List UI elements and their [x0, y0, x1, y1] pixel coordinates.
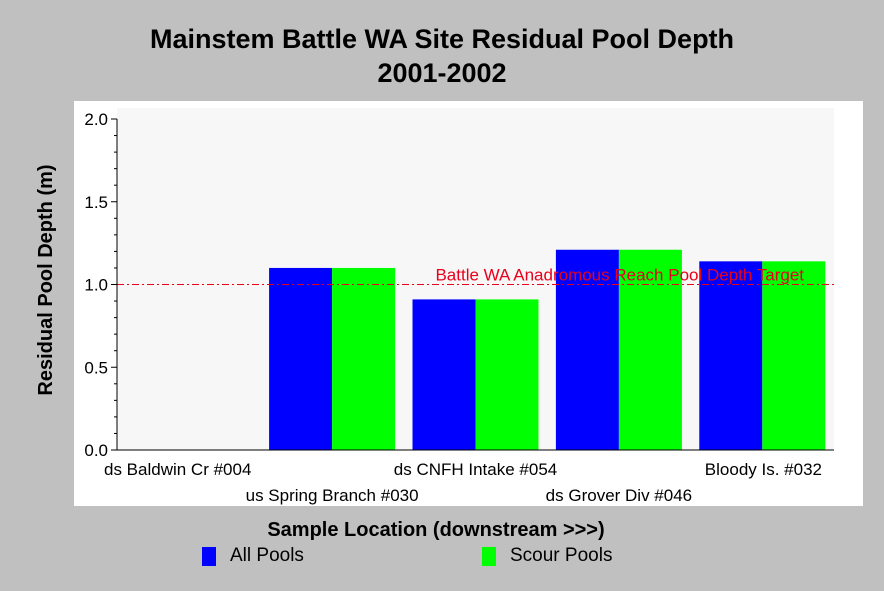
x-axis-label: Sample Location (downstream >>>) [267, 519, 604, 541]
bar-all-pools [555, 249, 619, 450]
legend-swatch [202, 547, 216, 566]
legend-swatch [482, 547, 496, 566]
bar-all-pools [412, 299, 476, 450]
y-tick-label: 0.0 [84, 441, 108, 460]
x-tick-label: ds Grover Div #046 [546, 486, 692, 505]
x-tick-label: ds Baldwin Cr #004 [104, 460, 251, 479]
x-tick-label: Bloody Is. #032 [705, 460, 822, 479]
legend-label: Scour Pools [510, 545, 613, 566]
chart-title: Mainstem Battle WA Site Residual Pool De… [149, 24, 735, 54]
chart-subtitle: 2001-2002 [377, 58, 507, 88]
y-tick-label: 1.0 [84, 276, 108, 295]
y-tick-label: 2.0 [84, 110, 108, 129]
bar-scour-pools [618, 249, 682, 450]
bar-all-pools [699, 261, 763, 450]
bar-scour-pools [475, 299, 539, 450]
y-tick-label: 1.5 [84, 193, 108, 212]
x-tick-label: us Spring Branch #030 [246, 486, 419, 505]
y-tick-label: 0.5 [84, 358, 108, 377]
target-reference-label: Battle WA Anadromous Reach Pool Depth Ta… [435, 266, 804, 285]
bar-scour-pools [762, 261, 826, 450]
legend-label: All Pools [230, 545, 304, 566]
bar-all-pools [269, 267, 333, 450]
bar-scour-pools [332, 267, 396, 450]
x-tick-label: ds CNFH Intake #054 [394, 460, 557, 479]
y-axis-label: Residual Pool Depth (m) [35, 164, 57, 395]
